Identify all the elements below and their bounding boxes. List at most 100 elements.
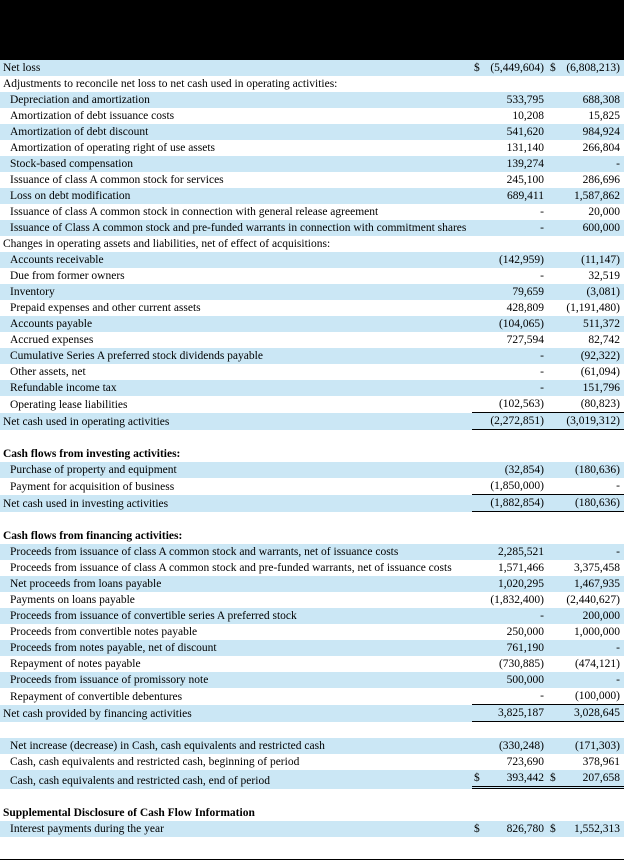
amount-col2: 1,467,935 <box>548 576 624 592</box>
amount-value: (61,094) <box>580 366 620 378</box>
table-row: Inventory 79,659 (3,081) <box>0 284 624 300</box>
table-row: Cash, cash equivalents and restricted ca… <box>0 754 624 770</box>
amount-col2: 688,308 <box>548 92 624 108</box>
amount-col2: 3,028,645 <box>548 705 624 722</box>
amount-value: (730,885) <box>498 658 544 670</box>
amount-col1: 79,659 <box>472 284 548 300</box>
amount-col1: 541,620 <box>472 124 548 140</box>
amount-value: 266,804 <box>582 142 620 154</box>
row-label: Changes in operating assets and liabilit… <box>3 238 331 250</box>
table-row: Net increase (decrease) in Cash, cash eq… <box>0 738 624 754</box>
amount-col1: (102,563) <box>472 396 548 413</box>
table-row: Issuance of class A common stock for ser… <box>0 172 624 188</box>
amount-value: (2,272,851) <box>490 415 544 427</box>
amount-col2: - <box>548 156 624 172</box>
amount-col2: 3,375,458 <box>548 560 624 576</box>
amount-col1: 727,594 <box>472 332 548 348</box>
row-label: Other assets, net <box>10 366 86 378</box>
amount-col1: 689,411 <box>472 188 548 204</box>
amount-value: (11,147) <box>581 254 620 266</box>
redacted-header-bar <box>0 0 624 60</box>
amount-col1: 245,100 <box>472 172 548 188</box>
row-label: Repayment of notes payable <box>10 658 141 670</box>
amount-value: (142,959) <box>498 254 544 266</box>
table-row: Amortization of operating right of use a… <box>0 140 624 156</box>
table-row: Amortization of debt discount 541,620 984,… <box>0 124 624 140</box>
amount-value: 1,571,466 <box>498 562 544 574</box>
row-label: Cash flows from investing activities: <box>3 448 181 460</box>
amount-value: (474,121) <box>574 658 620 670</box>
table-row: Due from former owners - 32,519 <box>0 268 624 284</box>
currency-symbol: $ <box>550 823 556 835</box>
amount-col1: 500,000 <box>472 672 548 688</box>
amount-col1: 2,285,521 <box>472 544 548 560</box>
row-label: Interest payments during the year <box>10 823 164 835</box>
amount-col2: 286,696 <box>548 172 624 188</box>
amount-value: 1,587,862 <box>574 190 620 202</box>
amount-col2: (80,823) <box>548 396 624 413</box>
row-label: Issuance of class A common stock for ser… <box>10 174 224 186</box>
table-row: Stock-based compensation 139,274 - <box>0 156 624 172</box>
table-row: Cash flows from financing activities: <box>0 528 624 544</box>
amount-value: (171,303) <box>574 740 620 752</box>
amount-col2: 378,961 <box>548 754 624 770</box>
amount-value: (1,832,400) <box>490 594 544 606</box>
amount-value: (102,563) <box>498 398 544 410</box>
row-label: Amortization of debt discount <box>10 126 149 138</box>
row-label: Payments on loans payable <box>10 594 135 606</box>
amount-col2: (3,081) <box>548 284 624 300</box>
table-row: Net cash used in investing activities (1,… <box>0 495 624 512</box>
amount-value: 511,372 <box>583 318 620 330</box>
amount-col2: (3,019,312) <box>548 413 624 430</box>
cashflow-table: Net loss $ (5,449,604) $ (6,808,213) Adjustme… <box>0 60 624 837</box>
amount-value: 393,442 <box>506 772 544 784</box>
row-label: Accrued expenses <box>10 334 94 346</box>
amount-col1: 250,000 <box>472 624 548 640</box>
table-row: Supplemental Disclosure of Cash Flow Inf… <box>0 805 624 821</box>
amount-value: - <box>616 642 620 654</box>
table-row: Cumulative Series A preferred stock divi… <box>0 348 624 364</box>
amount-value: 32,519 <box>588 270 620 282</box>
amount-value: 500,000 <box>506 674 544 686</box>
amount-col2: 266,804 <box>548 140 624 156</box>
amount-col2: 1,587,862 <box>548 188 624 204</box>
amount-value: (180,636) <box>574 464 620 476</box>
amount-value: 139,274 <box>506 158 544 170</box>
amount-col2: $1,552,313 <box>548 821 624 837</box>
table-row: Cash flows from investing activities: <box>0 446 624 462</box>
amount-col2: 20,000 <box>548 204 624 220</box>
currency-symbol: $ <box>474 772 480 784</box>
amount-col1: (330,248) <box>472 738 548 754</box>
amount-col1: $ (5,449,604) <box>472 60 548 76</box>
amount-col2: 151,796 <box>548 380 624 396</box>
row-label: Net cash provided by financing activitie… <box>3 708 192 720</box>
amount-col1: 1,571,466 <box>472 560 548 576</box>
amount-col1: $826,780 <box>472 821 548 837</box>
amount-value: (32,854) <box>504 464 544 476</box>
table-row: Payments on loans payable (1,832,400) (2,4… <box>0 592 624 608</box>
amount-value: (1,850,000) <box>490 480 544 492</box>
table-row <box>0 789 624 805</box>
amount-value: 1,020,295 <box>498 578 544 590</box>
row-label: Proceeds from issuance of class A common… <box>10 562 452 574</box>
amount-col1: (104,065) <box>472 316 548 332</box>
table-row: Accounts receivable (142,959) (11,147) <box>0 252 624 268</box>
amount-col2: (180,636) <box>548 462 624 478</box>
row-label: Amortization of debt issuance costs <box>10 110 175 122</box>
row-label: Issuance of Class A common stock and pre… <box>10 222 467 234</box>
amount-value: 79,659 <box>512 286 544 298</box>
row-label: Net increase (decrease) in Cash, cash eq… <box>10 740 325 752</box>
amount-value: - <box>540 690 544 702</box>
amount-col1: - <box>472 364 548 380</box>
amount-col1: 428,809 <box>472 300 548 316</box>
amount-value: (92,322) <box>580 350 620 362</box>
amount-col1: 723,690 <box>472 754 548 770</box>
table-row: Interest payments during the year $826,78… <box>0 821 624 837</box>
amount-col1: - <box>472 608 548 624</box>
amount-value: 3,825,187 <box>498 707 544 719</box>
amount-col2: 15,825 <box>548 108 624 124</box>
currency-symbol: $ <box>550 62 556 74</box>
table-row: Net cash used in operating activities (2,… <box>0 413 624 430</box>
row-label: Accounts receivable <box>10 254 104 266</box>
amount-value: - <box>616 546 620 558</box>
